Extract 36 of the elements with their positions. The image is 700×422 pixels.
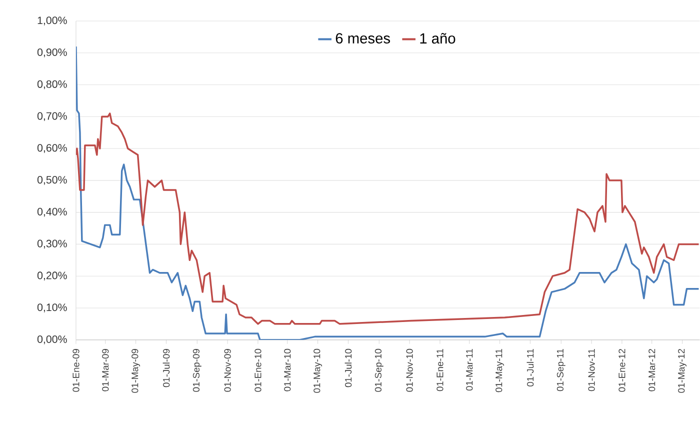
x-tick-label: 01-Ene-09 bbox=[72, 349, 80, 392]
x-tick-label: 01-Sep-11 bbox=[556, 349, 566, 392]
x-tick-label: 01-Sep-09 bbox=[192, 349, 202, 392]
y-tick-label: 0,50% bbox=[37, 176, 67, 185]
x-tick-label: 01-Jul-09 bbox=[162, 349, 170, 388]
y-tick-label: 1,00% bbox=[38, 16, 67, 26]
x-tick-label: 01-Ene-11 bbox=[436, 349, 444, 392]
y-tick-label: 0,30% bbox=[37, 240, 67, 249]
y-tick-label: 0,60% bbox=[37, 144, 67, 154]
x-tick-label: 01-Mar-09 bbox=[102, 349, 109, 392]
y-tick-label: 0,00% bbox=[37, 336, 67, 344]
line-series bbox=[76, 112, 700, 325]
y-tick-label: 0,10% bbox=[37, 304, 67, 312]
x-tick-label: 01-Mar-12 bbox=[648, 349, 656, 392]
x-tick-label: 01-Jul-11 bbox=[526, 349, 534, 386]
y-tick-label: 0,70% bbox=[37, 112, 67, 122]
x-tick-label: 01-May-12 bbox=[678, 349, 687, 393]
x-tick-label: 01-Mar-11 bbox=[466, 349, 473, 391]
x-tick-label: 01-May-11 bbox=[496, 349, 504, 392]
x-tick-label: 01-Nov-09 bbox=[224, 349, 231, 392]
x-tick-label: 01-Jul-10 bbox=[344, 349, 352, 388]
line-series bbox=[76, 46, 700, 340]
y-tick-label: 0,80% bbox=[37, 80, 67, 90]
y-tick-label: 0,40% bbox=[37, 208, 67, 217]
x-tick-label: 01-Nov-11 bbox=[588, 349, 595, 392]
x-tick-label: 01-Mar-10 bbox=[284, 349, 291, 392]
x-tick-label: 01-Nov-10 bbox=[406, 349, 413, 392]
x-tick-label: 01-Ene-12 bbox=[618, 349, 626, 392]
y-tick-label: 0,90% bbox=[37, 48, 67, 58]
y-tick-label: 0,20% bbox=[37, 272, 67, 281]
x-tick-label: 01-Ene-10 bbox=[254, 349, 262, 392]
x-tick-label: 01-May-10 bbox=[314, 349, 322, 393]
legend-label: 1 año bbox=[420, 33, 456, 44]
x-tick-label: 01-Sep-10 bbox=[374, 349, 384, 392]
legend-label: 6 meses bbox=[336, 33, 390, 44]
x-tick-label: 01-May-09 bbox=[132, 349, 140, 393]
